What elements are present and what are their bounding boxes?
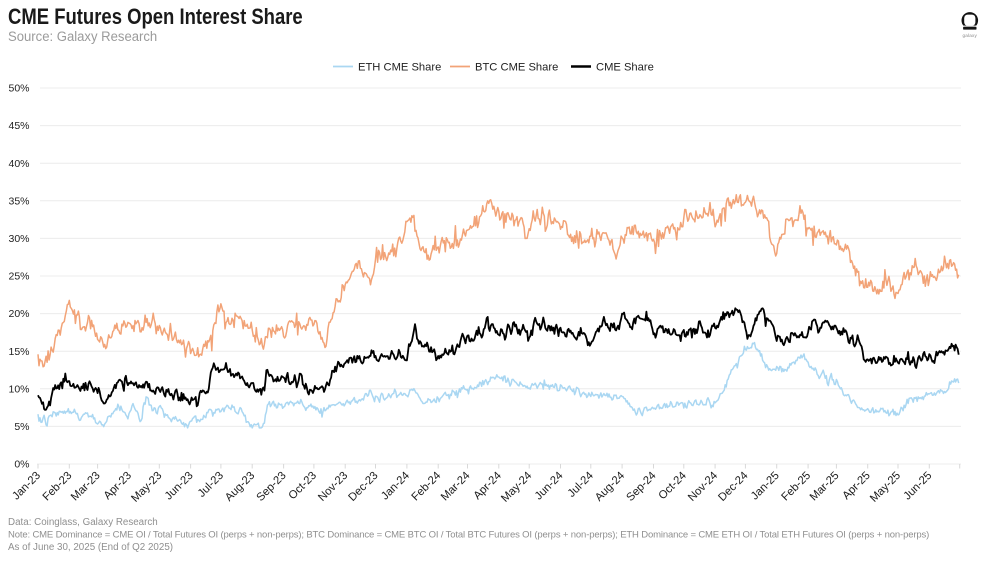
svg-text:Feb-23: Feb-23 xyxy=(41,470,75,504)
svg-text:Data: Coinglass, Galaxy Resear: Data: Coinglass, Galaxy Research xyxy=(8,517,158,528)
svg-text:0%: 0% xyxy=(14,459,29,471)
svg-text:Feb-24: Feb-24 xyxy=(410,470,444,504)
svg-text:Feb-25: Feb-25 xyxy=(779,470,813,504)
svg-text:ETH CME Share: ETH CME Share xyxy=(358,62,441,74)
svg-text:galaxy: galaxy xyxy=(963,33,978,38)
svg-text:May-25: May-25 xyxy=(868,470,903,505)
svg-text:Jun-23: Jun-23 xyxy=(163,470,196,503)
svg-text:BTC CME Share: BTC CME Share xyxy=(475,62,558,74)
svg-text:Jun-25: Jun-25 xyxy=(902,470,935,503)
svg-text:35%: 35% xyxy=(8,195,29,207)
svg-text:Oct-23: Oct-23 xyxy=(287,470,319,502)
svg-text:Nov-23: Nov-23 xyxy=(316,470,350,504)
svg-text:May-24: May-24 xyxy=(499,470,534,505)
svg-text:Nov-24: Nov-24 xyxy=(686,470,720,504)
svg-text:Jul-23: Jul-23 xyxy=(196,470,226,500)
svg-text:Aug-23: Aug-23 xyxy=(223,470,257,504)
svg-text:Mar-23: Mar-23 xyxy=(69,470,103,504)
svg-text:Oct-24: Oct-24 xyxy=(656,470,688,502)
svg-text:25%: 25% xyxy=(8,271,29,283)
svg-text:Aug-24: Aug-24 xyxy=(593,470,627,504)
svg-text:10%: 10% xyxy=(8,383,29,395)
svg-text:15%: 15% xyxy=(8,346,29,358)
svg-text:40%: 40% xyxy=(8,158,29,170)
svg-text:CME Share: CME Share xyxy=(596,62,654,74)
svg-text:Jan-24: Jan-24 xyxy=(379,470,412,503)
svg-text:Dec-23: Dec-23 xyxy=(346,470,380,504)
svg-text:May-23: May-23 xyxy=(129,470,164,505)
svg-text:As of June 30, 2025 (End of Q2: As of June 30, 2025 (End of Q2 2025) xyxy=(8,542,173,553)
svg-text:Mar-24: Mar-24 xyxy=(439,470,473,504)
svg-text:Jul-24: Jul-24 xyxy=(566,470,596,500)
svg-text:Mar-25: Mar-25 xyxy=(808,470,842,504)
svg-text:Note: CME Dominance = CME OI /: Note: CME Dominance = CME OI / Total Fut… xyxy=(8,530,929,541)
svg-text:45%: 45% xyxy=(8,120,29,132)
svg-text:Jan-23: Jan-23 xyxy=(10,470,43,503)
svg-text:Jun-24: Jun-24 xyxy=(533,470,566,503)
svg-text:5%: 5% xyxy=(14,421,29,433)
svg-text:50%: 50% xyxy=(8,83,29,95)
svg-text:30%: 30% xyxy=(8,233,29,245)
svg-text:Sep-24: Sep-24 xyxy=(624,470,658,504)
svg-text:Jan-25: Jan-25 xyxy=(749,470,782,503)
svg-text:20%: 20% xyxy=(8,308,29,320)
svg-text:Dec-24: Dec-24 xyxy=(716,470,750,504)
svg-text:Sep-23: Sep-23 xyxy=(254,470,288,504)
